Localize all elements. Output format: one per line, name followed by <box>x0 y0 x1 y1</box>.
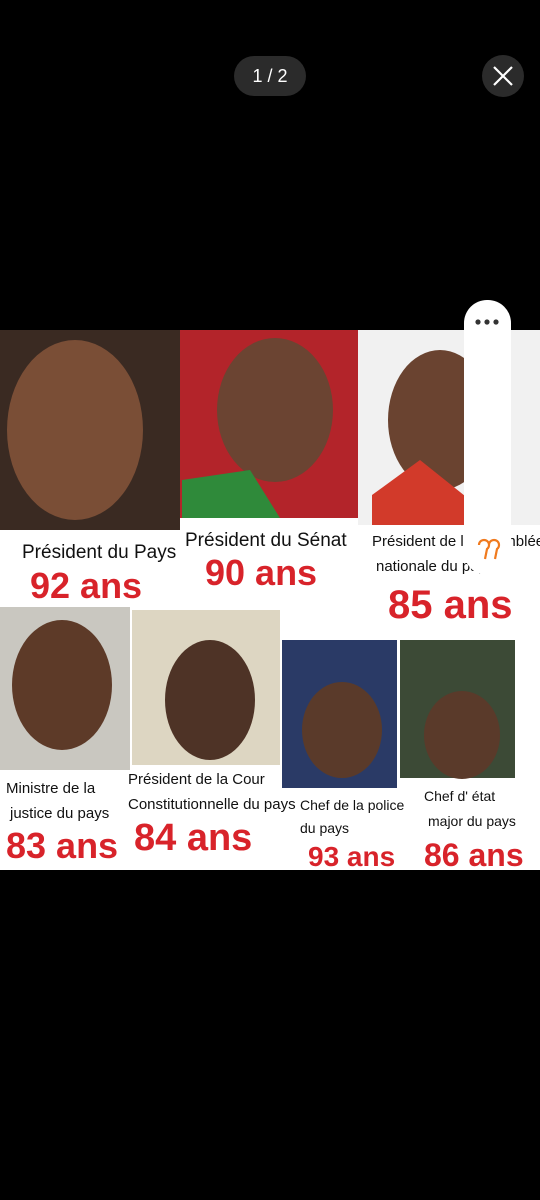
panel-bg <box>464 300 511 575</box>
photo-face <box>217 338 333 482</box>
floating-panel[interactable] <box>464 300 511 575</box>
card-age: 92 ans <box>30 565 142 606</box>
earbuds-icon[interactable] <box>477 538 501 560</box>
card-age: 84 ans <box>134 817 252 859</box>
card-caption: Président de l' Assemblée <box>372 533 540 550</box>
card-caption: Chef d' état <box>424 788 495 804</box>
photo-sash <box>372 460 470 525</box>
card-age: 93 ans <box>308 841 395 872</box>
photo-sash <box>182 470 280 518</box>
photo-face <box>7 340 143 520</box>
photo-face <box>424 691 500 779</box>
card-caption: major du pays <box>428 813 516 829</box>
card-caption: Chef de la police <box>300 797 405 813</box>
more-dot[interactable] <box>475 319 481 325</box>
card-age: 85 ans <box>388 583 513 627</box>
card-caption: Président du Sénat <box>185 530 347 551</box>
card-caption: justice du pays <box>9 805 109 822</box>
pager-pill <box>234 56 306 96</box>
pager: 1 / 2 <box>252 66 287 86</box>
card-caption: Président du Pays <box>22 542 176 563</box>
card-age: 86 ans <box>424 837 524 873</box>
more-dot[interactable] <box>484 319 490 325</box>
card-age: 83 ans <box>6 825 118 866</box>
card-caption: du pays <box>300 820 349 836</box>
photo-face <box>302 682 382 778</box>
close-button[interactable] <box>482 55 524 97</box>
close-icon[interactable] <box>493 66 513 86</box>
card-caption: Ministre de la <box>6 780 96 797</box>
photo-face <box>12 620 112 750</box>
card-caption: Président de la Cour <box>128 771 265 788</box>
card-age: 90 ans <box>205 552 317 593</box>
more-dot[interactable] <box>493 319 499 325</box>
card-caption: Constitutionnelle du pays <box>128 796 296 813</box>
photo-face <box>165 640 255 760</box>
card-caption: nationale du pays <box>376 558 494 575</box>
